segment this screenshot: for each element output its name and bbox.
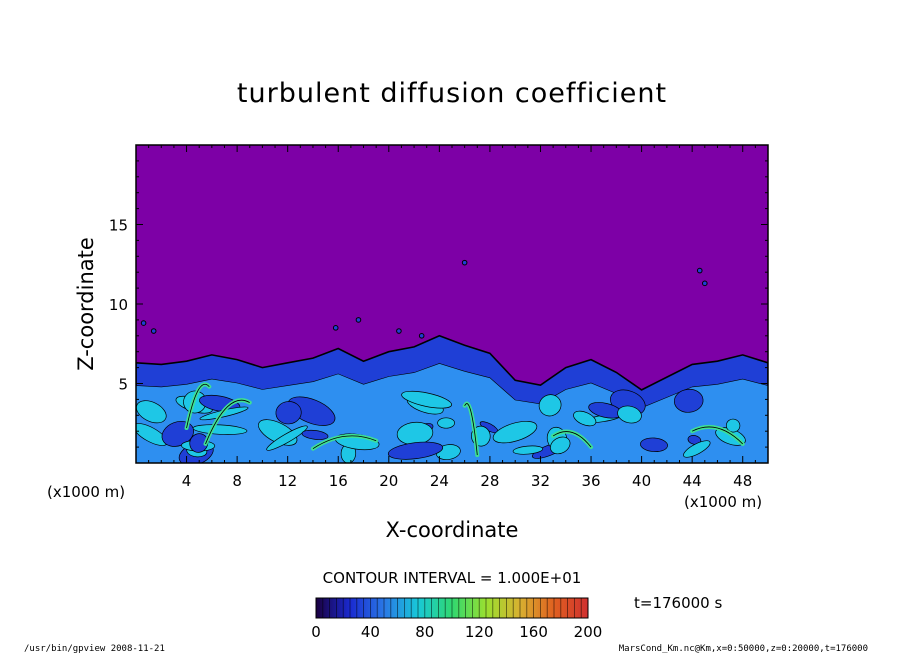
high-value-contour bbox=[464, 403, 478, 456]
x-tick-label: 16 bbox=[329, 472, 348, 490]
high-value-contour bbox=[186, 384, 210, 429]
eddy bbox=[683, 440, 711, 458]
eddy bbox=[189, 433, 209, 453]
eddy bbox=[301, 429, 329, 440]
eddy bbox=[512, 445, 544, 455]
eddy bbox=[687, 435, 702, 445]
contour-spot bbox=[461, 259, 468, 266]
colorbar-frame bbox=[315, 597, 589, 619]
eddy bbox=[725, 418, 741, 433]
footer-right: MarsCond_Km.nc@Km,x=0:50000,z=0:20000,t=… bbox=[619, 644, 868, 654]
eddy bbox=[401, 390, 452, 409]
contour-spot bbox=[696, 267, 703, 274]
z-tick-label: 10 bbox=[109, 296, 128, 314]
z-axis-label: Z-coordinate bbox=[74, 237, 98, 371]
eddy bbox=[673, 388, 704, 413]
contour-interval: CONTOUR INTERVAL = 1.000E+01 bbox=[323, 569, 582, 587]
eddy bbox=[492, 420, 538, 444]
x-unit-right: (x1000 m) bbox=[684, 493, 762, 511]
contour-spot bbox=[396, 328, 402, 334]
eddy bbox=[573, 410, 597, 427]
x-tick-label: 32 bbox=[531, 472, 550, 490]
x-axis-label: X-coordinate bbox=[386, 518, 519, 542]
x-tick-label: 20 bbox=[379, 472, 398, 490]
x-axis: 4 8 12 16 20 24 28 32 36 40 44 48 bbox=[148, 145, 756, 490]
eddy bbox=[640, 437, 668, 452]
x-tick-label: 8 bbox=[232, 472, 242, 490]
time-label: t=176000 s bbox=[634, 594, 722, 612]
x-tick-label: 24 bbox=[430, 472, 449, 490]
eddy bbox=[550, 436, 571, 455]
contour-spot bbox=[150, 328, 157, 334]
x-tick-label: 12 bbox=[278, 472, 297, 490]
eddy bbox=[617, 405, 642, 424]
x-unit-left: (x1000 m) bbox=[47, 483, 125, 501]
high-value-contour bbox=[691, 426, 744, 445]
eddy bbox=[266, 425, 308, 451]
plot-area bbox=[136, 145, 768, 463]
high-value-contour bbox=[552, 431, 592, 448]
boundary-layer-field bbox=[136, 259, 768, 463]
x-tick-label: 28 bbox=[480, 472, 499, 490]
z-tick-label: 15 bbox=[109, 217, 128, 235]
colorbar-tick-label: 120 bbox=[465, 623, 494, 641]
contour-spot bbox=[332, 325, 339, 331]
high-value-contour bbox=[205, 399, 250, 445]
z-axis: 5 10 15 bbox=[109, 160, 768, 448]
x-tick-label: 48 bbox=[733, 472, 752, 490]
contour-spot bbox=[702, 280, 708, 287]
z-tick-label: 5 bbox=[118, 376, 128, 394]
x-tick-label: 44 bbox=[683, 472, 702, 490]
eddy bbox=[437, 417, 455, 429]
colorbar-tick-label: 0 bbox=[311, 623, 321, 641]
eddy bbox=[538, 394, 562, 417]
colorbar-tick-label: 160 bbox=[519, 623, 548, 641]
chart-title: turbulent diffusion coefficient bbox=[237, 78, 667, 109]
contour-spot bbox=[355, 317, 362, 323]
x-tick-label: 36 bbox=[581, 472, 600, 490]
x-tick-label: 4 bbox=[182, 472, 192, 490]
high-value-contour bbox=[312, 435, 377, 450]
colorbar-tick-label: 80 bbox=[415, 623, 434, 641]
eddy bbox=[275, 401, 302, 425]
colorbar-axis: 0 40 80 120 160 200 bbox=[311, 623, 602, 641]
x-tick-label: 40 bbox=[632, 472, 651, 490]
colorbar-tick-label: 40 bbox=[361, 623, 380, 641]
contour-spot bbox=[140, 320, 147, 326]
eddy bbox=[387, 441, 444, 460]
footer-left: /usr/bin/gpview 2008-11-21 bbox=[24, 644, 165, 654]
contour-spot bbox=[418, 333, 425, 339]
colorbar-contour-ticks bbox=[322, 598, 582, 618]
colorbar-tick-label: 200 bbox=[574, 623, 603, 641]
eddy bbox=[136, 400, 167, 424]
